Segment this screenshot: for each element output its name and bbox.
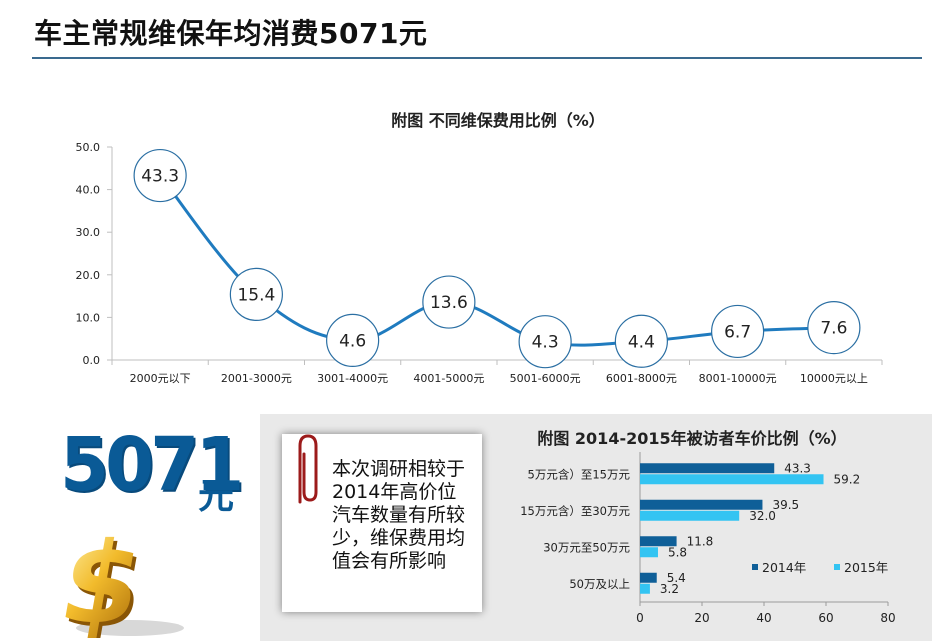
legend-swatch xyxy=(752,564,758,570)
y-tick-label: 20.0 xyxy=(76,269,101,282)
category-label: 5万元含）至15万元 xyxy=(528,467,631,481)
category-label: 30万元至50万元 xyxy=(543,540,630,554)
data-point-marker xyxy=(229,267,283,321)
data-point-marker xyxy=(133,148,187,203)
bar-value-label: 5.4 xyxy=(667,571,686,585)
y-tick-label: 10.0 xyxy=(76,311,101,324)
bar-2014年 xyxy=(640,572,657,583)
x-tick-label: 10000元以上 xyxy=(800,372,868,385)
bar-2015年 xyxy=(640,547,658,558)
x-tick-label: 4001-5000元 xyxy=(413,372,484,385)
x-tick-label: 2001-3000元 xyxy=(221,372,292,385)
bar-value-label: 43.3 xyxy=(784,461,811,475)
average-cost-unit: 元 xyxy=(198,476,235,517)
line-chart-title: 附图 不同维保费用比例（%） xyxy=(391,111,605,130)
data-label: 13.6 xyxy=(430,293,468,313)
bar-2014年 xyxy=(640,536,677,547)
data-label: 43.3 xyxy=(141,167,179,187)
title-divider xyxy=(32,57,922,59)
x-tick-label: 8001-10000元 xyxy=(699,372,777,385)
legend-label: 2015年 xyxy=(844,560,888,575)
bar-value-label: 59.2 xyxy=(834,472,861,486)
x-tick-label: 80 xyxy=(880,611,895,625)
legend-label: 2014年 xyxy=(762,560,806,575)
x-tick-label: 40 xyxy=(756,611,771,625)
data-label: 4.4 xyxy=(628,332,655,352)
bar-chart-title: 附图 2014-2015年被访者车价比例（%） xyxy=(537,429,846,448)
bar-2014年 xyxy=(640,463,775,474)
legend-swatch xyxy=(834,564,840,570)
bar-2015年 xyxy=(640,583,650,594)
x-tick-label: 60 xyxy=(818,611,833,625)
paperclip-icon xyxy=(298,434,318,504)
y-tick-label: 0.0 xyxy=(83,354,101,367)
x-tick-label: 2000元以下 xyxy=(130,372,191,385)
data-point-marker xyxy=(807,301,861,355)
x-tick-label: 6001-8000元 xyxy=(606,372,677,385)
bar-value-label: 5.8 xyxy=(668,545,687,559)
y-tick-label: 40.0 xyxy=(76,184,101,197)
category-label: 15万元含）至30万元 xyxy=(520,504,630,518)
x-tick-label: 20 xyxy=(694,611,709,625)
data-point-marker xyxy=(711,304,765,359)
bar-2015年 xyxy=(640,510,740,521)
data-point-marker xyxy=(614,314,668,368)
y-tick-label: 50.0 xyxy=(76,141,101,154)
car-price-bar-chart: 附图 2014-2015年被访者车价比例（%） 0 20 40 60 80 5万元含）至15… xyxy=(520,429,895,625)
maintenance-cost-line-chart: 附图 不同维保费用比例（%） 0.0 10.0 20.0 30.0 40.0 50.0 200… xyxy=(76,111,883,385)
bar-2014年 xyxy=(640,499,763,510)
data-label: 6.7 xyxy=(724,322,751,342)
average-cost-number: 5071 xyxy=(60,422,244,508)
data-point-marker xyxy=(518,315,572,369)
bar-value-label: 3.2 xyxy=(660,582,679,596)
dollar-sign-icon: $ $ xyxy=(64,530,184,638)
data-point-marker xyxy=(422,275,476,329)
data-label: 4.3 xyxy=(532,333,559,353)
bar-2015年 xyxy=(640,474,824,485)
x-tick-label: 0 xyxy=(636,611,644,625)
bar-value-label: 39.5 xyxy=(772,498,799,512)
data-label: 4.6 xyxy=(339,331,366,351)
note-text: 本次调研相较于2014年高价位汽车数量有所较少，维保费用均值会有所影响 xyxy=(332,458,466,572)
data-point-marker xyxy=(326,313,380,368)
data-label: 15.4 xyxy=(237,285,275,305)
bar-value-label: 11.8 xyxy=(687,534,714,548)
y-tick-label: 30.0 xyxy=(76,226,101,239)
bar-value-label: 32.0 xyxy=(749,509,776,523)
x-tick-label: 5001-6000元 xyxy=(510,372,581,385)
x-tick-label: 3001-4000元 xyxy=(317,372,388,385)
data-label: 7.6 xyxy=(820,319,847,339)
page-title: 车主常规维保年均消费5071元 xyxy=(34,17,428,50)
category-label: 50万及以上 xyxy=(569,577,630,591)
